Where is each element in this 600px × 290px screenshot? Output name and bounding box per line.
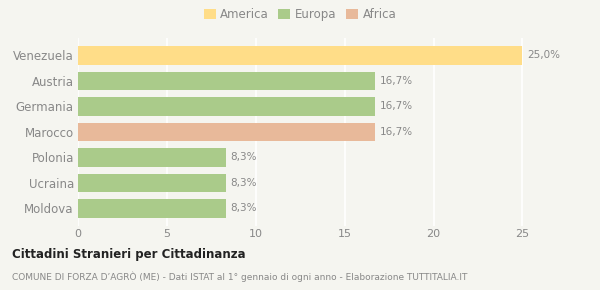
Text: 25,0%: 25,0% [527, 50, 560, 60]
Bar [78, 123, 375, 141]
Bar [78, 97, 375, 116]
Bar [78, 199, 226, 218]
Bar [78, 148, 226, 167]
Text: COMUNE DI FORZA D’AGRÒ (ME) - Dati ISTAT al 1° gennaio di ogni anno - Elaborazio: COMUNE DI FORZA D’AGRÒ (ME) - Dati ISTAT… [12, 271, 467, 282]
Bar [78, 72, 375, 90]
Text: 8,3%: 8,3% [230, 204, 257, 213]
Text: 8,3%: 8,3% [230, 178, 257, 188]
Text: 8,3%: 8,3% [230, 153, 257, 162]
Bar [78, 46, 523, 65]
Text: Cittadini Stranieri per Cittadinanza: Cittadini Stranieri per Cittadinanza [12, 248, 245, 261]
Legend: America, Europa, Africa: America, Europa, Africa [202, 6, 398, 23]
Text: 16,7%: 16,7% [379, 102, 412, 111]
Text: 16,7%: 16,7% [379, 127, 412, 137]
Text: 16,7%: 16,7% [379, 76, 412, 86]
Bar [78, 174, 226, 192]
